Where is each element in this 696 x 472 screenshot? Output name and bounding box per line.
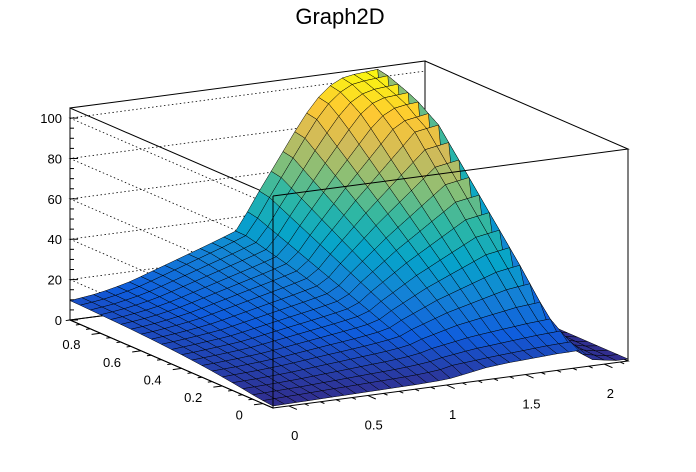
x-tick [525,374,534,379]
x-tick [572,367,578,371]
y-tick [228,389,233,392]
x-tick [367,395,376,400]
y-tick [146,354,152,357]
x-tick [493,378,499,381]
chart-title: Graph2D [295,4,384,29]
x-tick [477,380,483,384]
y-tick [172,367,182,371]
x-tick [588,365,593,369]
x-tick [288,405,298,410]
z-tick-label: 80 [48,151,62,166]
x-tick-label: 0.5 [365,417,383,432]
y-tick [207,381,213,383]
y-tick [187,372,192,374]
y-tick-label: 0 [236,408,243,423]
x-tick [320,401,325,404]
x-tick [556,369,562,373]
x-tick [462,382,467,386]
y-tick [65,319,71,322]
y-tick-label: 0.8 [62,337,80,352]
x-tick [446,384,455,390]
y-tick [157,359,162,361]
y-tick [116,341,121,344]
x-tick [541,372,546,375]
x-tick-label: 1 [449,407,456,422]
y-tick [91,332,101,335]
y-tick-label: 0.4 [144,372,162,387]
top-frame [272,60,630,197]
surface-cell [605,354,629,361]
x-tick [414,388,420,392]
y-tick [106,337,111,339]
x-tick-label: 1.5 [522,397,540,412]
z-tick-label: 60 [48,192,62,207]
z-tick-label: 0 [55,313,62,328]
y-tick [213,385,223,388]
x-tick [430,386,436,390]
y-tick [85,328,91,330]
surface-mesh [69,68,629,407]
y-tick-label: 0.2 [184,390,202,405]
y-tick [238,394,243,396]
x-tick [304,403,309,407]
x-tick-label: 2 [607,386,614,401]
x-tick-label: 0 [291,428,298,443]
y-tick [248,398,253,401]
x-tick [399,390,404,394]
z-tick-label: 100 [40,111,62,126]
x-tick [619,361,625,365]
y-tick-label: 0.6 [103,355,121,370]
y-tick [253,403,263,406]
y-tick [132,350,142,353]
y-tick [197,376,203,379]
y-tick [167,363,172,366]
front-frame [272,60,630,408]
z-tick-label: 20 [48,273,62,288]
x-tick [383,392,388,396]
x-tick [335,399,341,402]
y-tick [126,345,131,348]
z-tick-label: 40 [48,232,62,247]
x-tick [604,363,613,369]
x-tick [351,397,357,400]
y-tick [75,323,81,326]
x-tick [509,376,514,379]
